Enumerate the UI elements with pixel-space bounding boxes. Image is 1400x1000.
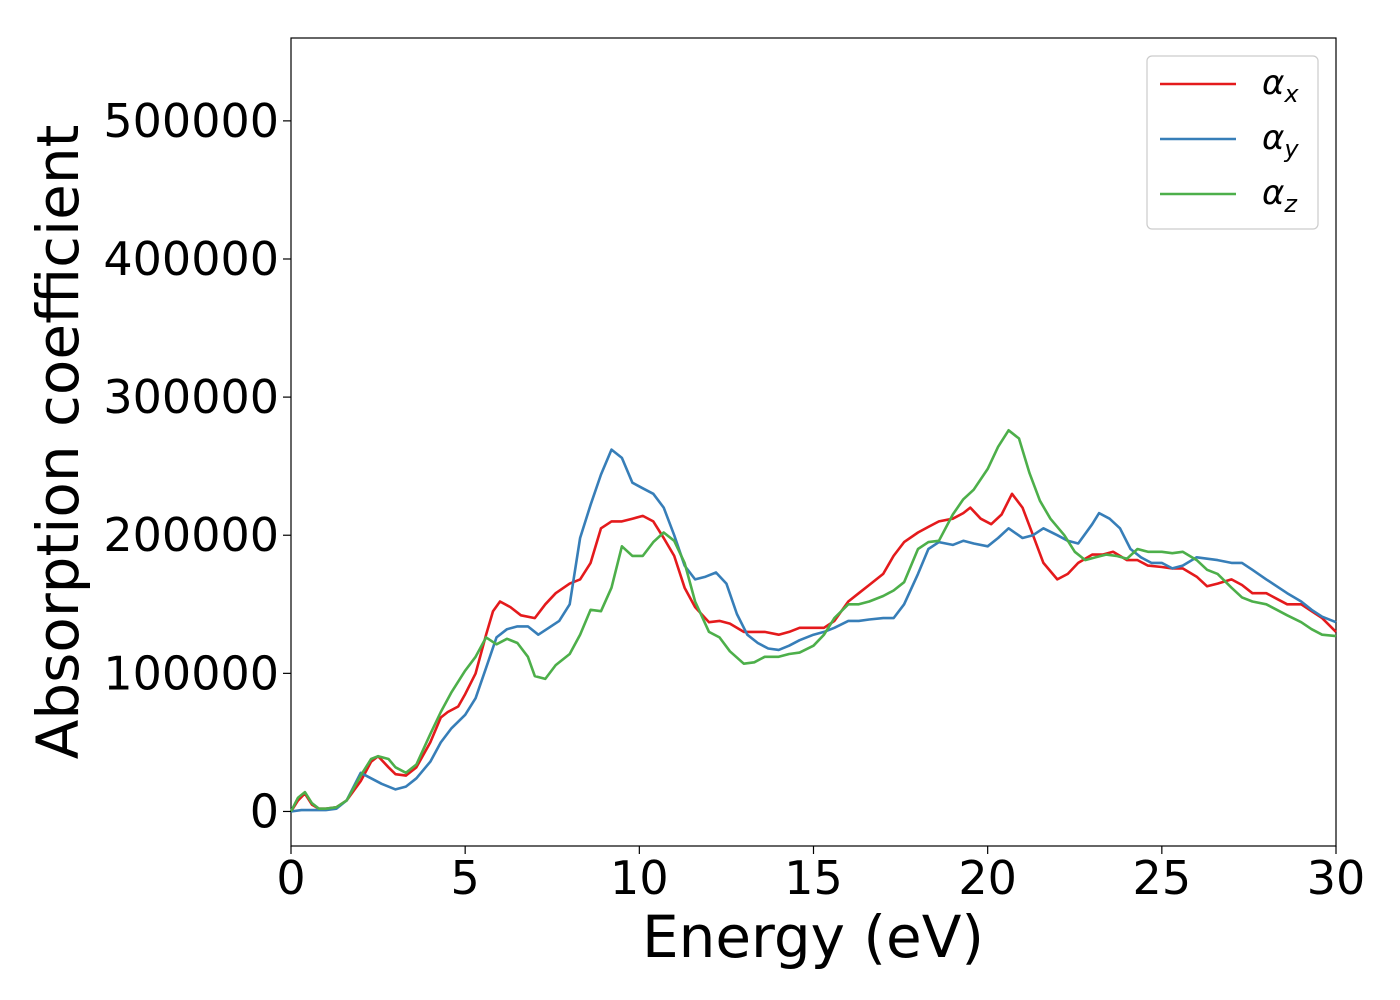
legend-box: [1146, 55, 1319, 230]
series-line-x: [289, 492, 1337, 813]
y-tick-label: 100000: [103, 646, 279, 700]
x-axis-ticks: 0 5 10 15 20 25 30: [276, 846, 1365, 905]
y-tick-label: 0: [250, 784, 279, 838]
x-tick-label: 25: [1133, 851, 1192, 905]
x-axis-title: Energy (eV): [642, 903, 984, 971]
y-tick-label: 200000: [103, 508, 279, 562]
x-tick-label: 15: [784, 851, 843, 905]
y-tick-label: 400000: [103, 232, 279, 286]
series-line-z: [289, 428, 1337, 813]
y-tick-label: 500000: [103, 94, 279, 148]
y-tick-label: 300000: [103, 370, 279, 424]
x-tick-label: 20: [958, 851, 1017, 905]
series-layer: [289, 428, 1337, 813]
x-tick-label: 5: [451, 851, 480, 905]
x-tick-label: 30: [1307, 851, 1366, 905]
x-tick-label: 0: [276, 851, 305, 905]
y-axis-ticks: 0 100000 200000 300000 400000 500000: [103, 94, 291, 838]
x-tick-label: 10: [610, 851, 669, 905]
y-axis-title: Absorption coefficient: [24, 125, 92, 760]
legend-label-z: αz: [1262, 173, 1298, 218]
series-line-y: [290, 448, 1337, 813]
